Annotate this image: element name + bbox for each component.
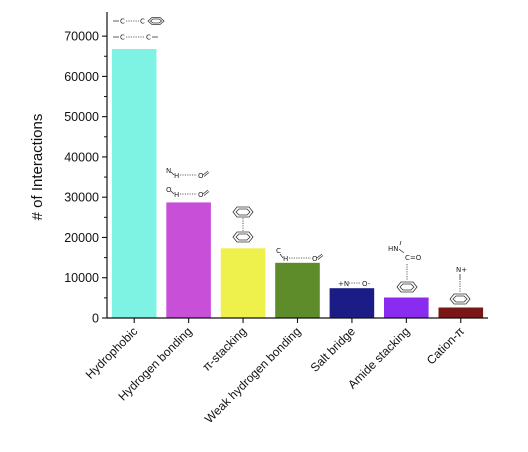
svg-text:H: H [174,191,179,199]
svg-text:HN: HN [388,245,399,253]
x-tick-label: Hydrophobic [83,324,141,382]
svg-text:C: C [140,18,145,26]
svg-text:H: H [283,255,288,263]
benzene-icon [147,17,165,25]
bars-group [111,49,484,318]
bar-6 [438,307,484,318]
svg-text:O: O [198,191,204,199]
svg-text:N+: N+ [456,266,467,274]
x-tick-label: π-stacking [200,324,250,374]
weak-hydrogen-bond-icon: C H O [276,247,324,263]
svg-text:C: C [146,34,151,42]
bar-0 [111,49,157,318]
svg-text:H: H [174,172,179,180]
bar-3 [275,262,320,318]
y-tick-label: 60000 [64,70,99,84]
svg-text:O: O [166,186,172,194]
svg-text:O: O [312,255,318,263]
y-axis-title: # of Interactions [29,114,46,221]
y-tick-label: 40000 [64,150,99,164]
svg-text:+N: +N [338,280,349,288]
y-tick-label: 0 [92,312,99,326]
pi-stacking-icon [232,206,254,243]
x-tick-label: Weak hydrogen bonding [202,324,304,426]
hydrogen-bond-icon: N H O O H O [166,167,210,199]
salt-bridge-icon: +N O- [338,280,371,288]
bar-1 [166,202,211,318]
svg-text:C: C [120,34,125,42]
bar-2 [220,248,266,318]
y-tick-label: 30000 [64,191,99,205]
x-tick-label: Cation-π [424,324,467,367]
y-tick-label: 20000 [64,231,99,245]
x-tick-label: Salt bridge [308,324,359,375]
interaction-icons: C C C C N H O O H O [113,17,471,305]
svg-text:C=O: C=O [405,254,422,262]
hydrophobic-icon: C C C C [113,17,165,42]
y-tick-label: 50000 [64,110,99,124]
svg-text:C: C [120,18,125,26]
cation-pi-icon: N+ [449,266,471,305]
svg-text:C: C [276,247,281,255]
bar-5 [384,297,429,318]
y-tick-label: 10000 [64,271,99,285]
y-axis: 0 10000 20000 30000 40000 50000 60000 70000 [64,12,108,326]
amide-stacking-icon: HN C=O [388,240,422,293]
bar-4 [329,288,375,318]
y-tick-label: 70000 [64,30,99,44]
svg-text:O: O [198,172,204,180]
svg-text:N: N [166,167,171,175]
svg-text:O-: O- [362,280,371,288]
